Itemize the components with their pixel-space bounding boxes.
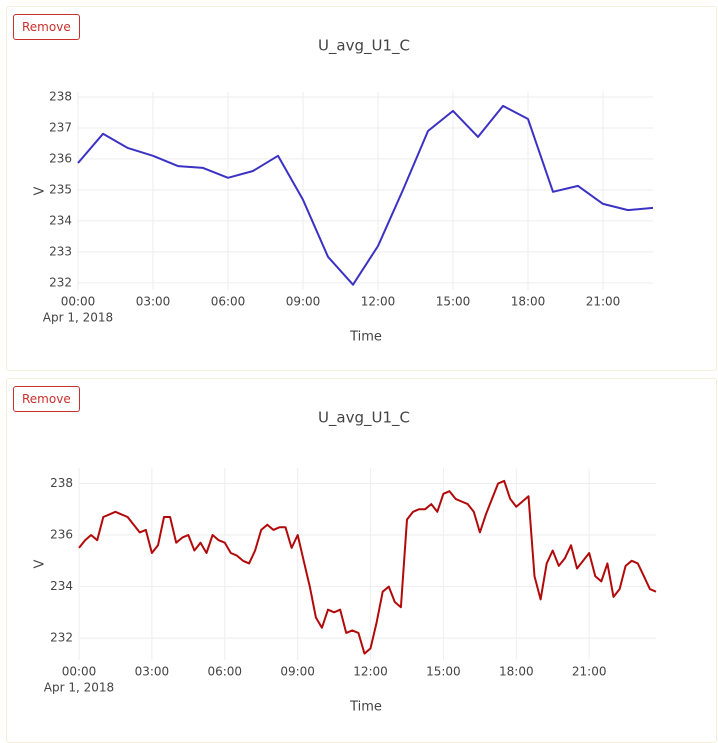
y-tick-label: 235 xyxy=(49,182,72,196)
line xyxy=(78,479,657,655)
y-tick-label: 234 xyxy=(49,213,72,227)
x-tick-label: 06:00 xyxy=(211,295,246,309)
remove-button[interactable]: Remove xyxy=(13,14,80,40)
x-tick-label: 18:00 xyxy=(499,665,534,679)
y-axis-title: V xyxy=(33,559,48,568)
chart-panel: Remove xyxy=(6,6,717,371)
y-tick-label: 237 xyxy=(49,120,72,134)
x-tick-label: 09:00 xyxy=(280,665,315,679)
y-tick-label: 238 xyxy=(49,89,72,103)
chart-panel: Remove xyxy=(6,378,717,743)
remove-button[interactable]: Remove xyxy=(13,386,80,412)
x-tick-label: 12:00 xyxy=(361,295,396,309)
x-tick-sublabel: Apr 1, 2018 xyxy=(44,681,114,695)
x-tick-label: 15:00 xyxy=(426,665,461,679)
x-tick-label: 00:00 xyxy=(61,295,96,309)
x-tick-label: 03:00 xyxy=(136,295,171,309)
x-tick-label: 21:00 xyxy=(586,295,621,309)
x-tick-label: 06:00 xyxy=(207,665,242,679)
line xyxy=(77,104,654,286)
y-tick-label: 236 xyxy=(50,528,73,542)
y-tick-label: 232 xyxy=(49,275,72,289)
y-axis-title: V xyxy=(33,186,48,195)
x-tick-label: 00:00 xyxy=(62,665,97,679)
y-tick-label: 233 xyxy=(49,244,72,258)
x-tick-sublabel: Apr 1, 2018 xyxy=(43,311,113,325)
x-tick-label: 18:00 xyxy=(511,295,546,309)
chart-title: U_avg_U1_C xyxy=(318,37,410,56)
x-tick-label: 15:00 xyxy=(436,295,471,309)
chart-title: U_avg_U1_C xyxy=(318,409,410,428)
y-tick-label: 234 xyxy=(50,579,73,593)
x-tick-label: 09:00 xyxy=(286,295,321,309)
x-tick-label: 03:00 xyxy=(135,665,170,679)
y-tick-label: 236 xyxy=(49,151,72,165)
x-tick-label: 12:00 xyxy=(353,665,388,679)
x-tick-label: 21:00 xyxy=(572,665,607,679)
y-tick-label: 238 xyxy=(50,476,73,490)
x-axis-title: Time xyxy=(349,330,382,345)
x-axis-title: Time xyxy=(349,700,382,715)
y-tick-label: 232 xyxy=(50,631,73,645)
